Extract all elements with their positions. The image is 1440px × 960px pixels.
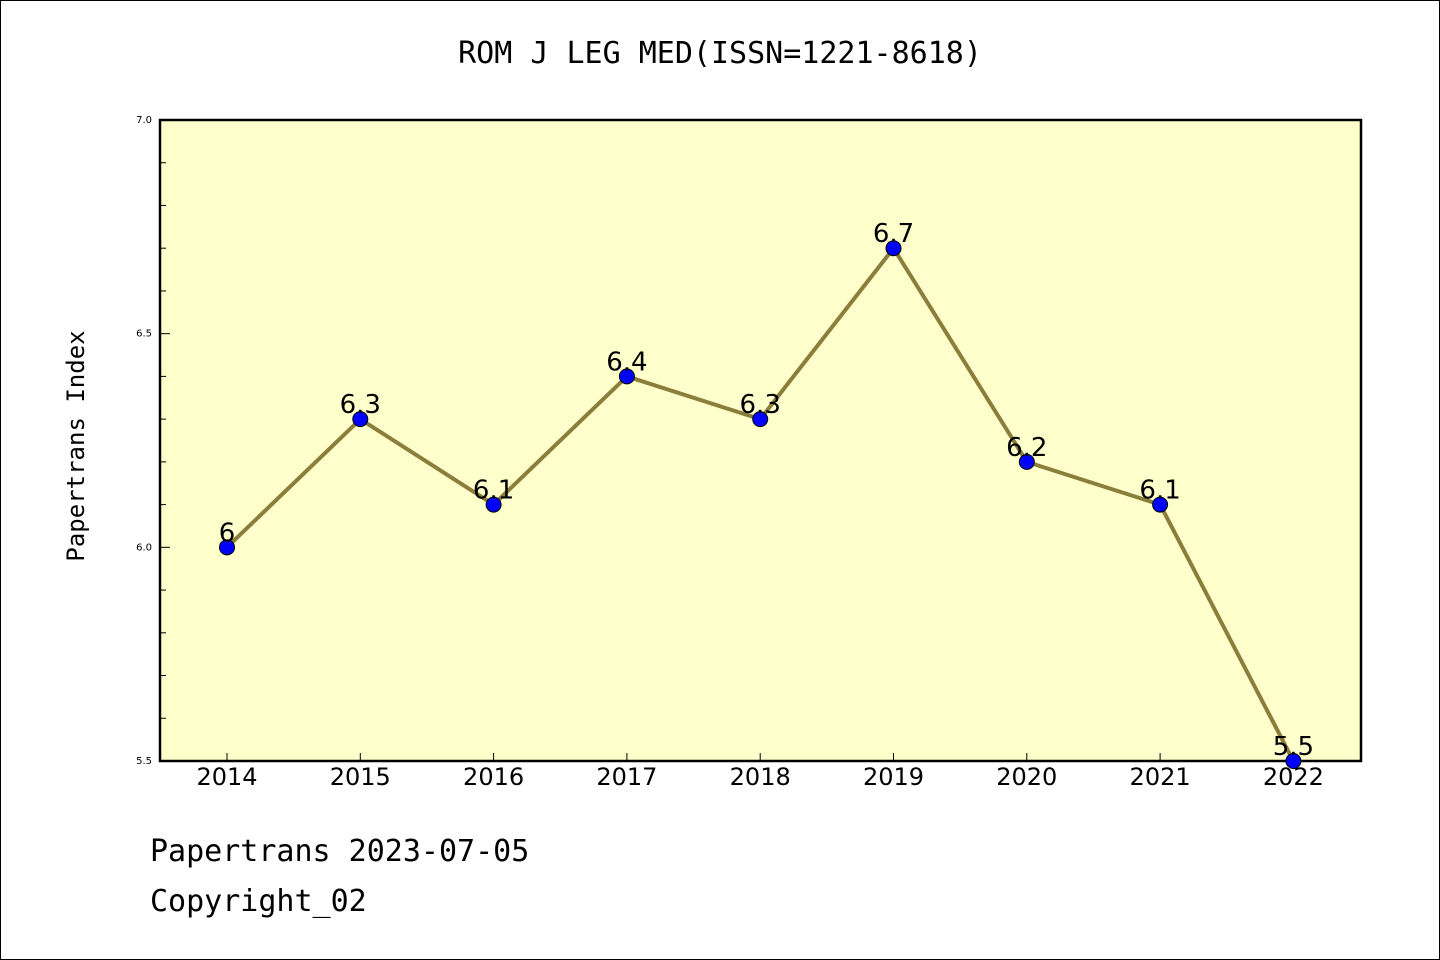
data-point	[618, 368, 635, 385]
x-tick-label: 2018	[730, 763, 791, 791]
data-point	[1152, 496, 1169, 513]
x-tick-label: 2014	[196, 763, 257, 791]
y-axis-ticks: 5.5 6.0 6.5 7.0	[136, 115, 170, 767]
y-tick-label: 6.0	[136, 542, 152, 553]
data-point	[752, 411, 769, 428]
footer-copyright: Copyright_02	[150, 884, 367, 919]
data-point	[1018, 453, 1035, 470]
chart-title: ROM J LEG MED(ISSN=1221-8618)	[458, 36, 982, 71]
data-label: 6.3	[740, 390, 781, 420]
data-label: 5.5	[1273, 732, 1314, 762]
x-tick-label: 2015	[330, 763, 391, 791]
y-tick-label: 5.5	[136, 756, 152, 767]
plot-area	[158, 118, 1363, 763]
y-tick-label: 7.0	[136, 115, 152, 126]
data-label: 6	[219, 518, 236, 548]
data-labels: 6 6.3 6.1 6.4 6.3 6.7 6.2 6.1 5.5	[219, 219, 1314, 762]
x-axis-ticks: 2014 2015 2016 2017 2018 2019 2020 2021 2022	[196, 753, 1324, 791]
x-tick-label: 2017	[596, 763, 657, 791]
data-label: 6.3	[340, 390, 381, 420]
data-point	[219, 539, 235, 556]
data-label: 6.2	[1006, 433, 1047, 463]
data-point	[352, 411, 369, 428]
data-point	[885, 240, 902, 257]
x-tick-label: 2019	[863, 763, 924, 791]
footer-source: Papertrans 2023-07-05	[150, 834, 530, 869]
data-label: 6.1	[1139, 476, 1180, 506]
data-label: 6.4	[606, 347, 647, 377]
data-point	[1285, 753, 1302, 769]
data-points	[219, 240, 1302, 769]
x-tick-label: 2016	[463, 763, 524, 791]
data-point	[485, 496, 502, 513]
y-tick-label: 6.5	[136, 329, 152, 340]
x-tick-label: 2020	[996, 763, 1057, 791]
data-label: 6.7	[873, 219, 914, 249]
x-tick-label: 2021	[1130, 763, 1191, 791]
data-label: 6.1	[473, 476, 514, 506]
